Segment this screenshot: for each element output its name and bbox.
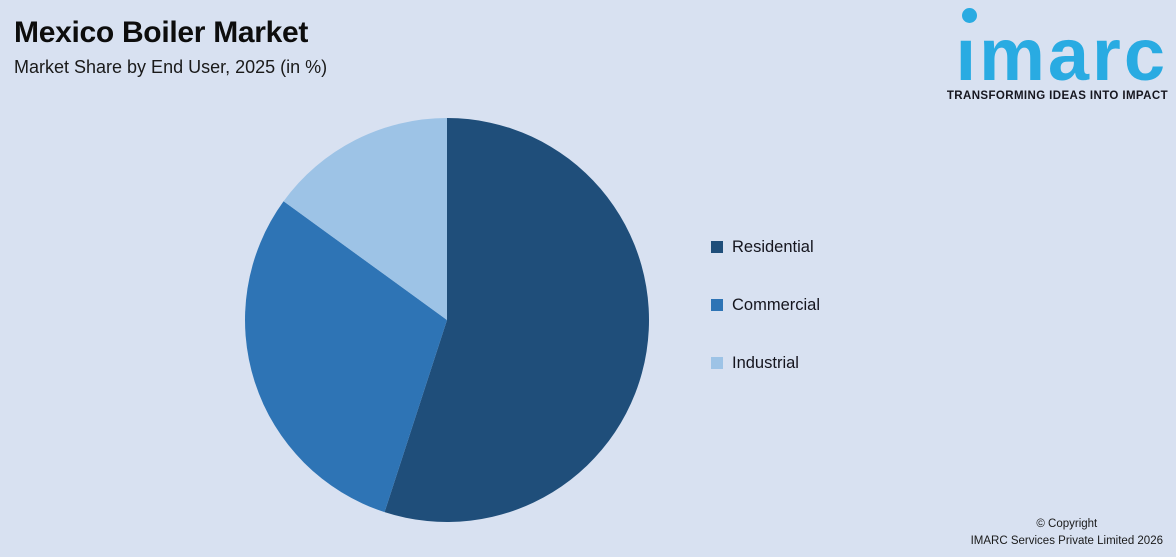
legend-swatch-residential xyxy=(711,241,723,253)
pie-slice-commercial xyxy=(245,201,447,513)
copyright: © Copyright IMARC Services Private Limit… xyxy=(971,516,1163,550)
pie-slice-industrial xyxy=(283,118,447,320)
legend: Residential Commercial Industrial xyxy=(711,236,820,410)
legend-swatch-industrial xyxy=(711,357,723,369)
legend-item-commercial: Commercial xyxy=(711,294,820,316)
pie-slice-residential xyxy=(384,118,650,522)
header: Mexico Boiler Market Market Share by End… xyxy=(14,14,327,79)
legend-item-industrial: Industrial xyxy=(711,352,820,374)
logo-wordmark: ımarc xyxy=(955,8,1168,96)
logo-tagline: TRANSFORMING IDEAS INTO IMPACT xyxy=(946,89,1168,102)
pie-svg xyxy=(245,118,650,522)
legend-swatch-commercial xyxy=(711,299,723,311)
copyright-line1: © Copyright xyxy=(1036,518,1098,530)
logo-i-dot-icon xyxy=(961,8,977,23)
legend-label-residential: Residential xyxy=(732,237,814,256)
legend-label-industrial: Industrial xyxy=(732,353,799,372)
chart-subtitle: Market Share by End User, 2025 (in %) xyxy=(14,57,328,77)
pie-chart xyxy=(242,115,652,525)
logo-text: ımarc xyxy=(955,13,1168,96)
imarc-logo: ımarc TRANSFORMING IDEAS INTO IMPACT xyxy=(947,8,1168,102)
legend-label-commercial: Commercial xyxy=(732,295,821,314)
legend-item-residential: Residential xyxy=(711,236,820,258)
chart-title: Mexico Boiler Market xyxy=(14,16,309,49)
copyright-line2: IMARC Services Private Limited 2026 xyxy=(970,535,1163,547)
